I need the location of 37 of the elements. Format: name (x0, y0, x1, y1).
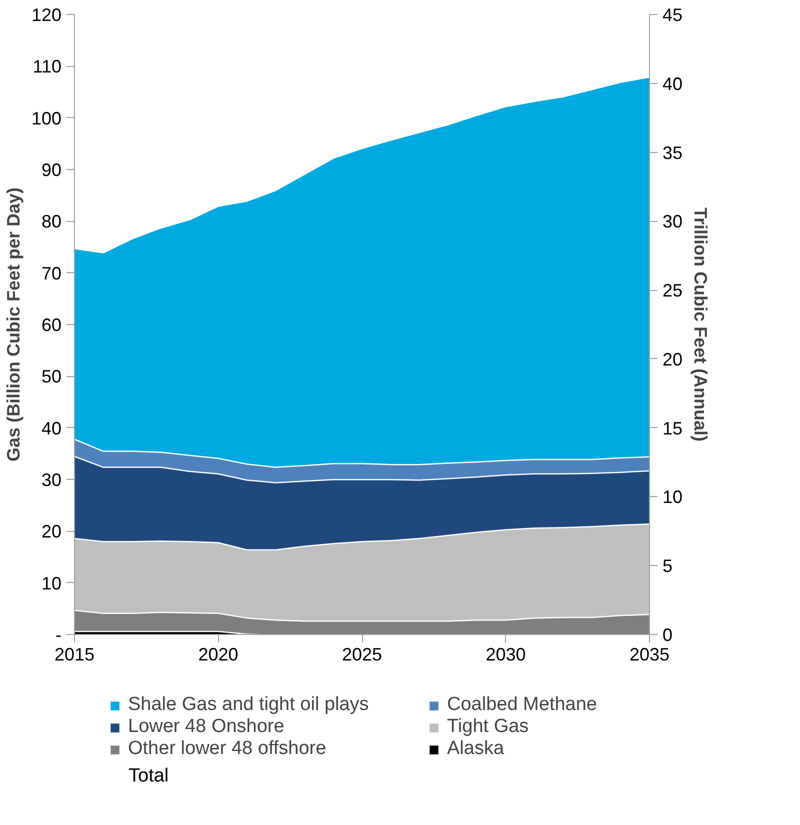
x-tick-label: 2020 (198, 644, 238, 664)
y2-tick-label: 15 (662, 418, 683, 438)
y-tick-label: 80 (41, 212, 62, 232)
legend-label: Tight Gas (447, 716, 530, 738)
y2-tick-label: 25 (662, 280, 683, 301)
y-tick-label: 30 (41, 470, 62, 490)
y-tick-label: 20 (41, 522, 62, 542)
y-tick-label: 60 (41, 315, 62, 335)
y-tick-label: 70 (41, 263, 62, 284)
y-tick-label: 10 (41, 573, 62, 594)
legend-label: Alaska (447, 738, 506, 760)
legend-label: Shale Gas and tight oil plays (128, 694, 370, 716)
x-tick-label: 2015 (54, 644, 95, 664)
y2-tick-label: 5 (662, 556, 673, 576)
y-tick-label: 50 (41, 366, 62, 387)
y-tick-label: 120 (31, 5, 62, 25)
x-tick-label: 2025 (342, 644, 382, 664)
x-tick-label: 2035 (629, 644, 670, 664)
y2-tick-label: 45 (662, 5, 683, 25)
y2-tick-label: 30 (662, 212, 683, 232)
legend-label: Lower 48 Onshore (128, 716, 286, 738)
legend-label: Coalbed Methane (447, 694, 598, 716)
y-tick-label: - (56, 625, 62, 645)
y-tick-label: 40 (41, 418, 62, 438)
y2-tick-label: 40 (662, 74, 683, 94)
legend-label: Other lower 48 offshore (128, 738, 328, 760)
y2-axis-title: Trillion Cubic Feet (Annual) (690, 208, 711, 442)
x-tick-label: 2030 (486, 644, 526, 664)
y2-tick-label: 10 (662, 487, 683, 508)
y-tick-label: 90 (41, 160, 62, 180)
y-axis-title: Gas (Billion Cubic Feet per Day) (3, 187, 24, 462)
y2-tick-label: 20 (662, 349, 683, 370)
y-tick-label: 110 (32, 56, 62, 77)
text: Total (128, 766, 169, 786)
y2-tick-label: 0 (662, 625, 673, 645)
y-tick-label: 100 (31, 108, 62, 128)
y2-tick-label: 35 (662, 142, 683, 163)
